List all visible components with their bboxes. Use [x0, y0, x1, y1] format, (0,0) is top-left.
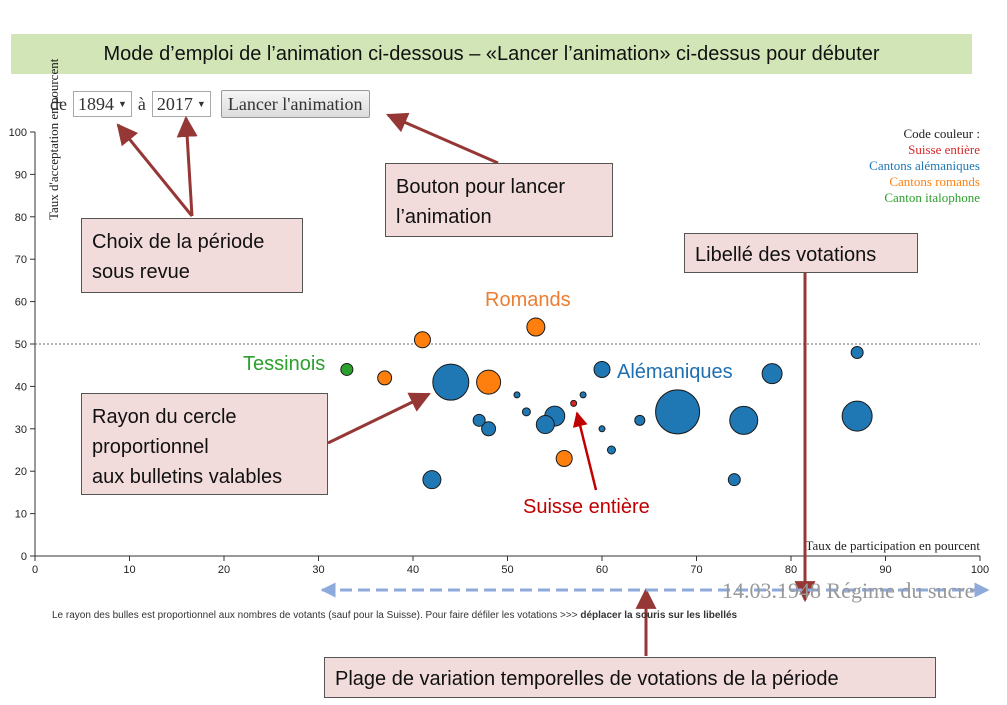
- callout-text: aux bulletins valables: [92, 466, 283, 488]
- y-tick-label: 100: [9, 127, 27, 139]
- x-tick-label: 10: [123, 564, 135, 576]
- bubble-alemaniques: [472, 413, 486, 427]
- bubble-alemaniques: [432, 363, 470, 401]
- bubble-alemaniques: [850, 345, 864, 359]
- launch-animation-button[interactable]: Lancer l'animation: [220, 90, 370, 118]
- bubble-alemaniques: [513, 391, 521, 399]
- x-tick-label: 80: [785, 564, 797, 576]
- callout-launch: Bouton pour lancer l’animation: [385, 163, 613, 237]
- start-year-value: 1894: [78, 93, 114, 114]
- bubble-alemaniques: [593, 360, 611, 378]
- callout-radius: Rayon du cercle proportionnel aux bullet…: [81, 393, 328, 495]
- color-legend: Code couleur : Suisse entière Cantons al…: [869, 126, 980, 206]
- callout-arrow: [327, 392, 431, 445]
- x-tick-label: 70: [690, 564, 702, 576]
- y-axis-title: Taux d'acceptation en pourcent: [46, 58, 61, 220]
- bubble-romands: [476, 369, 502, 395]
- callout-arrow: [386, 112, 499, 165]
- x-tick-label: 40: [407, 564, 419, 576]
- y-tick-label: 10: [15, 509, 27, 521]
- group-label-tessinois: Tessinois: [243, 353, 326, 375]
- x-axis-title: Taux de participation en pourcent: [805, 538, 980, 553]
- footnote-bold-text: déplacer la souris sur les libellés: [580, 610, 738, 621]
- bubble-alemaniques: [634, 414, 646, 426]
- to-label: à: [137, 93, 146, 114]
- y-tick-label: 80: [15, 212, 27, 224]
- legend-item-romands: Cantons romands: [889, 174, 980, 189]
- y-tick-label: 50: [15, 339, 27, 351]
- bubble-alemaniques: [535, 415, 555, 435]
- bubble-romands: [555, 449, 573, 467]
- x-tick-label: 100: [971, 564, 989, 576]
- callout-text: proportionnel: [92, 436, 209, 458]
- x-tick-label: 20: [218, 564, 230, 576]
- bubble-alemaniques: [761, 363, 783, 385]
- y-tick-label: 20: [15, 466, 27, 478]
- y-tick-label: 90: [15, 169, 27, 181]
- bubble-alemaniques: [521, 407, 531, 417]
- group-label-suisse: Suisse entière: [523, 496, 650, 518]
- x-tick-label: 50: [501, 564, 513, 576]
- vote-title[interactable]: 14.03.1948 Régime du sucre: [722, 578, 975, 603]
- period-controls: de 1894 ▼ à 2017 ▼ Lancer l'animation: [50, 90, 370, 118]
- from-label: de: [50, 93, 67, 114]
- y-tick-label: 70: [15, 254, 27, 266]
- x-tick-label: 0: [32, 564, 38, 576]
- footnote-text: Le rayon des bulles est proportionnel au…: [52, 610, 581, 621]
- bubble-alemaniques: [841, 400, 873, 432]
- callout-period: Choix de la période sous revue: [81, 218, 303, 293]
- legend-title: Code couleur :: [903, 126, 980, 141]
- start-year-select[interactable]: 1894 ▼: [73, 91, 132, 117]
- end-year-select[interactable]: 2017 ▼: [151, 91, 211, 117]
- x-tick-label: 90: [879, 564, 891, 576]
- bubble-italophone: [340, 362, 354, 376]
- callout-text: l’animation: [396, 206, 492, 228]
- y-tick-label: 30: [15, 424, 27, 436]
- bubble-romands: [377, 370, 393, 386]
- bubble-alemaniques: [481, 421, 497, 437]
- y-tick-label: 0: [21, 551, 27, 563]
- group-label-romands: Romands: [485, 289, 571, 311]
- bubble-suisse: [570, 399, 578, 407]
- callout-vote-label: Libellé des votations: [684, 233, 918, 273]
- callout-text: sous revue: [92, 261, 190, 283]
- bubble-alemaniques: [655, 389, 701, 435]
- dropdown-caret-icon: ▼: [118, 99, 127, 109]
- callout-text: Choix de la période: [92, 231, 265, 253]
- callout-text: Bouton pour lancer: [396, 176, 566, 198]
- instruction-banner: Mode d’emploi de l’animation ci-dessous …: [11, 34, 972, 74]
- bubble-alemaniques: [598, 425, 606, 433]
- callout-arrow: [176, 115, 198, 217]
- y-tick-label: 60: [15, 297, 27, 309]
- callout-text: Rayon du cercle: [92, 406, 237, 428]
- legend-item-alemaniques: Cantons alémaniques: [869, 158, 980, 173]
- callout-text: Plage de variation temporelles de votati…: [335, 668, 839, 690]
- group-label-alemaniques: Alémaniques: [617, 361, 733, 383]
- dropdown-caret-icon: ▼: [196, 99, 206, 109]
- y-tick-label: 40: [15, 381, 27, 393]
- bubble-alemaniques: [727, 473, 741, 487]
- bubble-alemaniques: [729, 405, 759, 435]
- callout-arrow: [572, 411, 598, 491]
- callout-arrow: [116, 123, 194, 217]
- x-tick-label: 60: [596, 564, 608, 576]
- end-year-value: 2017: [156, 93, 193, 114]
- bubble-alemaniques: [422, 470, 442, 490]
- bubble-alemaniques: [579, 391, 587, 399]
- footnote: Le rayon des bulles est proportionnel au…: [52, 610, 737, 621]
- callout-range: Plage de variation temporelles de votati…: [324, 657, 936, 698]
- bubble-romands: [526, 317, 546, 337]
- legend-item-suisse: Suisse entière: [908, 142, 980, 157]
- bubble-romands: [413, 331, 431, 349]
- legend-item-italophone: Canton italophone: [884, 190, 980, 205]
- x-tick-label: 30: [312, 564, 324, 576]
- callout-text: Libellé des votations: [695, 244, 877, 266]
- bubble-alemaniques: [606, 445, 616, 455]
